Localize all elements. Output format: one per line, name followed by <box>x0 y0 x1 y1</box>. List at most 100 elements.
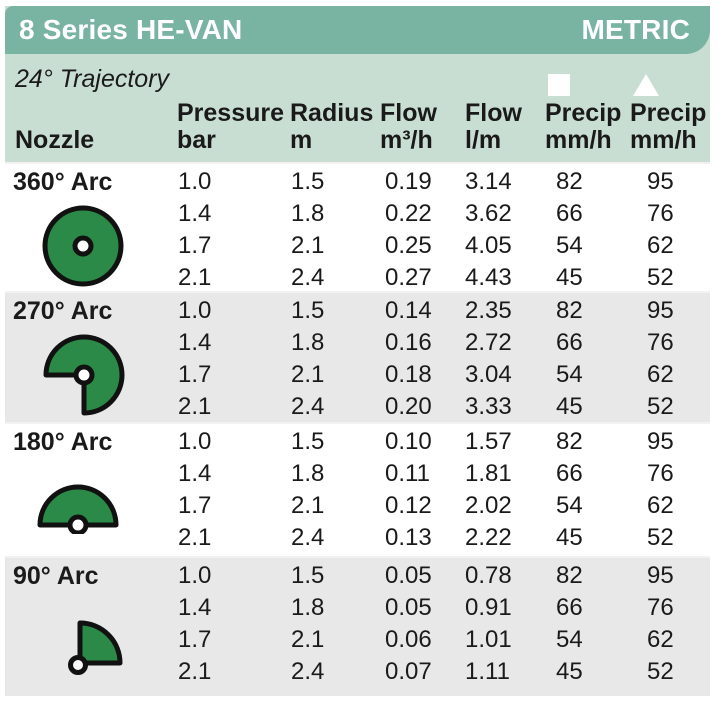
value-cell: 54 <box>556 361 583 388</box>
nozzle-cell-180: 180° Arc <box>5 424 172 556</box>
data-rows-90: 1.0 1.5 0.05 0.78 82 95 1.4 1.8 0.05 0.91 66 76 1.7 2… <box>172 558 710 696</box>
value-cell: 2.4 <box>291 658 325 685</box>
value-cell: 2.02 <box>465 492 512 519</box>
section-arc-360: 360° Arc 1.0 1.5 0.19 3.14 82 95 1.4 1.8 0.22 3.6… <box>5 162 710 291</box>
value-cell: 2.1 <box>291 232 325 259</box>
value-cell: 2.4 <box>291 393 325 420</box>
table-header: 24° Trajectory Nozzle Pressure bar Radiu… <box>5 54 710 162</box>
product-title: 8 Series HE-VAN <box>19 14 243 45</box>
column-label: Flow <box>380 99 437 127</box>
value-cell: 3.14 <box>465 168 512 195</box>
value-cell: 1.0 <box>178 297 212 324</box>
icon-box-270 <box>5 327 172 423</box>
column-header-radius: Radius m <box>285 100 375 154</box>
nozzle-cell-270: 270° Arc <box>5 293 172 423</box>
trajectory-label: 24° Trajectory <box>15 64 170 93</box>
value-cell: 1.01 <box>465 626 512 653</box>
value-cell: 95 <box>647 562 674 589</box>
value-cell: 66 <box>556 200 583 227</box>
value-cell: 1.0 <box>178 562 212 589</box>
value-cell: 52 <box>647 524 674 551</box>
value-cell: 2.35 <box>465 297 512 324</box>
arc-360-icon <box>42 205 124 287</box>
value-cell: 82 <box>556 297 583 324</box>
icon-box-360 <box>5 198 172 294</box>
value-cell: 0.07 <box>385 658 432 685</box>
units-label: METRIC <box>581 14 690 45</box>
value-cell: 52 <box>647 393 674 420</box>
value-cell: 76 <box>647 594 674 621</box>
value-cell: 52 <box>647 264 674 291</box>
value-cell: 1.0 <box>178 168 212 195</box>
section-arc-270: 270° Arc 1.0 1.5 0.14 2.35 82 95 1.4 1.8 0.16 2.7… <box>5 291 710 422</box>
value-cell: 1.4 <box>178 594 212 621</box>
arc-label-90: 90° Arc <box>13 562 99 590</box>
value-cell: 4.43 <box>465 264 512 291</box>
value-cell: 54 <box>556 232 583 259</box>
column-unit: mm/h <box>630 126 697 154</box>
value-cell: 0.13 <box>385 524 432 551</box>
value-cell: 2.1 <box>178 264 212 291</box>
column-headers: Nozzle Pressure bar Radius m Flow m³/h F… <box>5 96 710 162</box>
value-cell: 76 <box>647 200 674 227</box>
value-cell: 0.11 <box>385 460 430 487</box>
column-header-nozzle: Nozzle <box>15 126 95 154</box>
value-cell: 0.22 <box>385 200 432 227</box>
value-cell: 0.20 <box>385 393 432 420</box>
value-cell: 45 <box>556 658 583 685</box>
value-cell: 0.19 <box>385 168 432 195</box>
value-cell: 1.0 <box>178 428 212 455</box>
section-arc-90: 90° Arc 1.0 1.5 0.05 0.78 82 95 1.4 1.8 0.05 0.91… <box>5 556 710 696</box>
value-cell: 2.4 <box>291 264 325 291</box>
value-cell: 1.4 <box>178 460 212 487</box>
column-label: Radius <box>290 99 374 127</box>
value-cell: 62 <box>647 232 674 259</box>
value-cell: 62 <box>647 361 674 388</box>
value-cell: 95 <box>647 168 674 195</box>
value-cell: 1.7 <box>178 626 212 653</box>
value-cell: 1.5 <box>291 562 325 589</box>
value-cell: 82 <box>556 428 583 455</box>
precip-square-cell <box>540 62 625 96</box>
arc-180-icon <box>37 484 119 534</box>
column-label: Pressure <box>177 99 285 127</box>
value-cell: 62 <box>647 626 674 653</box>
value-cell: 66 <box>556 460 583 487</box>
value-cell: 0.16 <box>385 329 432 356</box>
value-cell: 1.5 <box>291 168 325 195</box>
column-header-pressure: Pressure bar <box>172 100 285 154</box>
value-cell: 52 <box>647 658 674 685</box>
value-cell: 95 <box>647 297 674 324</box>
sheet-header: 8 Series HE-VAN METRIC 24° Trajectory No… <box>5 6 710 162</box>
symbols-row: 24° Trajectory <box>5 62 710 96</box>
value-cell: 1.8 <box>291 200 325 227</box>
column-header-precip-square: Precip mm/h <box>540 100 625 154</box>
title-band: 8 Series HE-VAN METRIC <box>5 6 710 54</box>
value-cell: 45 <box>556 393 583 420</box>
value-cell: 0.25 <box>385 232 432 259</box>
column-label: Precip <box>630 99 707 127</box>
value-cell: 0.18 <box>385 361 432 388</box>
value-cell: 62 <box>647 492 674 519</box>
value-cell: 1.8 <box>291 329 325 356</box>
value-cell: 1.81 <box>465 460 512 487</box>
value-cell: 2.4 <box>291 524 325 551</box>
value-cell: 0.14 <box>385 297 432 324</box>
value-cell: 1.5 <box>291 428 325 455</box>
value-cell: 0.05 <box>385 594 432 621</box>
value-cell: 3.33 <box>465 393 512 420</box>
value-cell: 1.7 <box>178 232 212 259</box>
value-cell: 1.57 <box>465 428 512 455</box>
column-header-flow-lm: Flow l/m <box>460 100 540 154</box>
value-cell: 82 <box>556 562 583 589</box>
column-unit: l/m <box>465 126 502 154</box>
value-cell: 3.62 <box>465 200 512 227</box>
icon-box-90 <box>5 592 172 696</box>
value-cell: 82 <box>556 168 583 195</box>
precip-triangle-cell <box>625 62 710 96</box>
value-cell: 54 <box>556 492 583 519</box>
square-icon <box>548 74 570 96</box>
value-cell: 2.1 <box>178 393 212 420</box>
value-cell: 2.1 <box>291 361 325 388</box>
value-cell: 0.10 <box>385 428 432 455</box>
